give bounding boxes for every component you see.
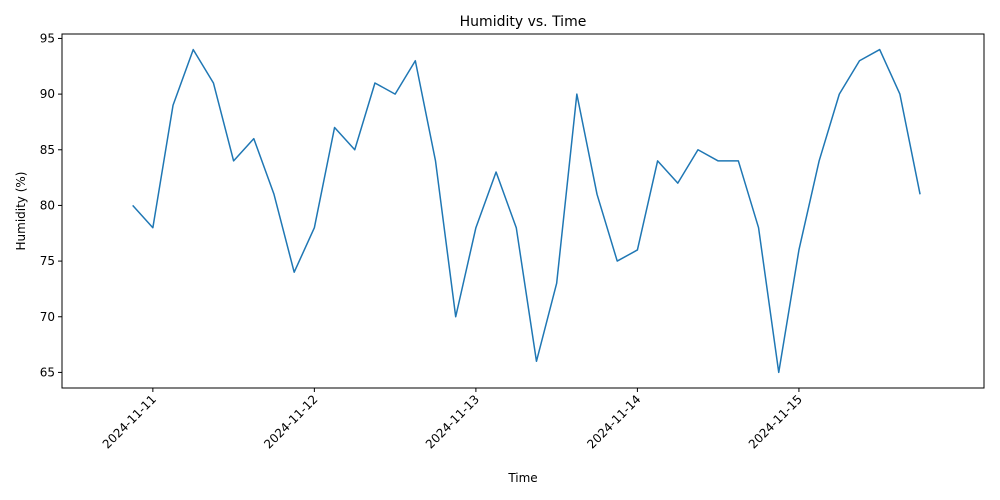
y-tick-label: 80: [40, 198, 55, 212]
y-tick-label: 90: [40, 87, 55, 101]
y-tick-label: 70: [40, 310, 55, 324]
x-tick-label: 2024-11-13: [423, 392, 482, 451]
x-tick-label: 2024-11-12: [261, 392, 320, 451]
x-tick-label: 2024-11-15: [746, 392, 805, 451]
x-axis: 2024-11-11 2024-11-12 2024-11-13 2024-11-14…: [100, 388, 805, 451]
y-tick-label: 85: [40, 143, 55, 157]
x-axis-label: Time: [507, 471, 537, 485]
humidity-series-line: [132, 48, 921, 374]
y-tick-label: 75: [40, 254, 55, 268]
y-axis-label: Humidity (%): [14, 172, 28, 251]
y-tick-label: 65: [40, 365, 55, 379]
plot-area: [132, 48, 921, 374]
x-tick-label: 2024-11-11: [100, 392, 159, 451]
y-axis: 65 70 75 80 85 90 95: [40, 31, 62, 379]
y-tick-label: 95: [40, 31, 55, 45]
x-tick-label: 2024-11-14: [584, 392, 643, 451]
chart-title: Humidity vs. Time: [460, 14, 587, 30]
plot-frame: [61, 33, 985, 389]
